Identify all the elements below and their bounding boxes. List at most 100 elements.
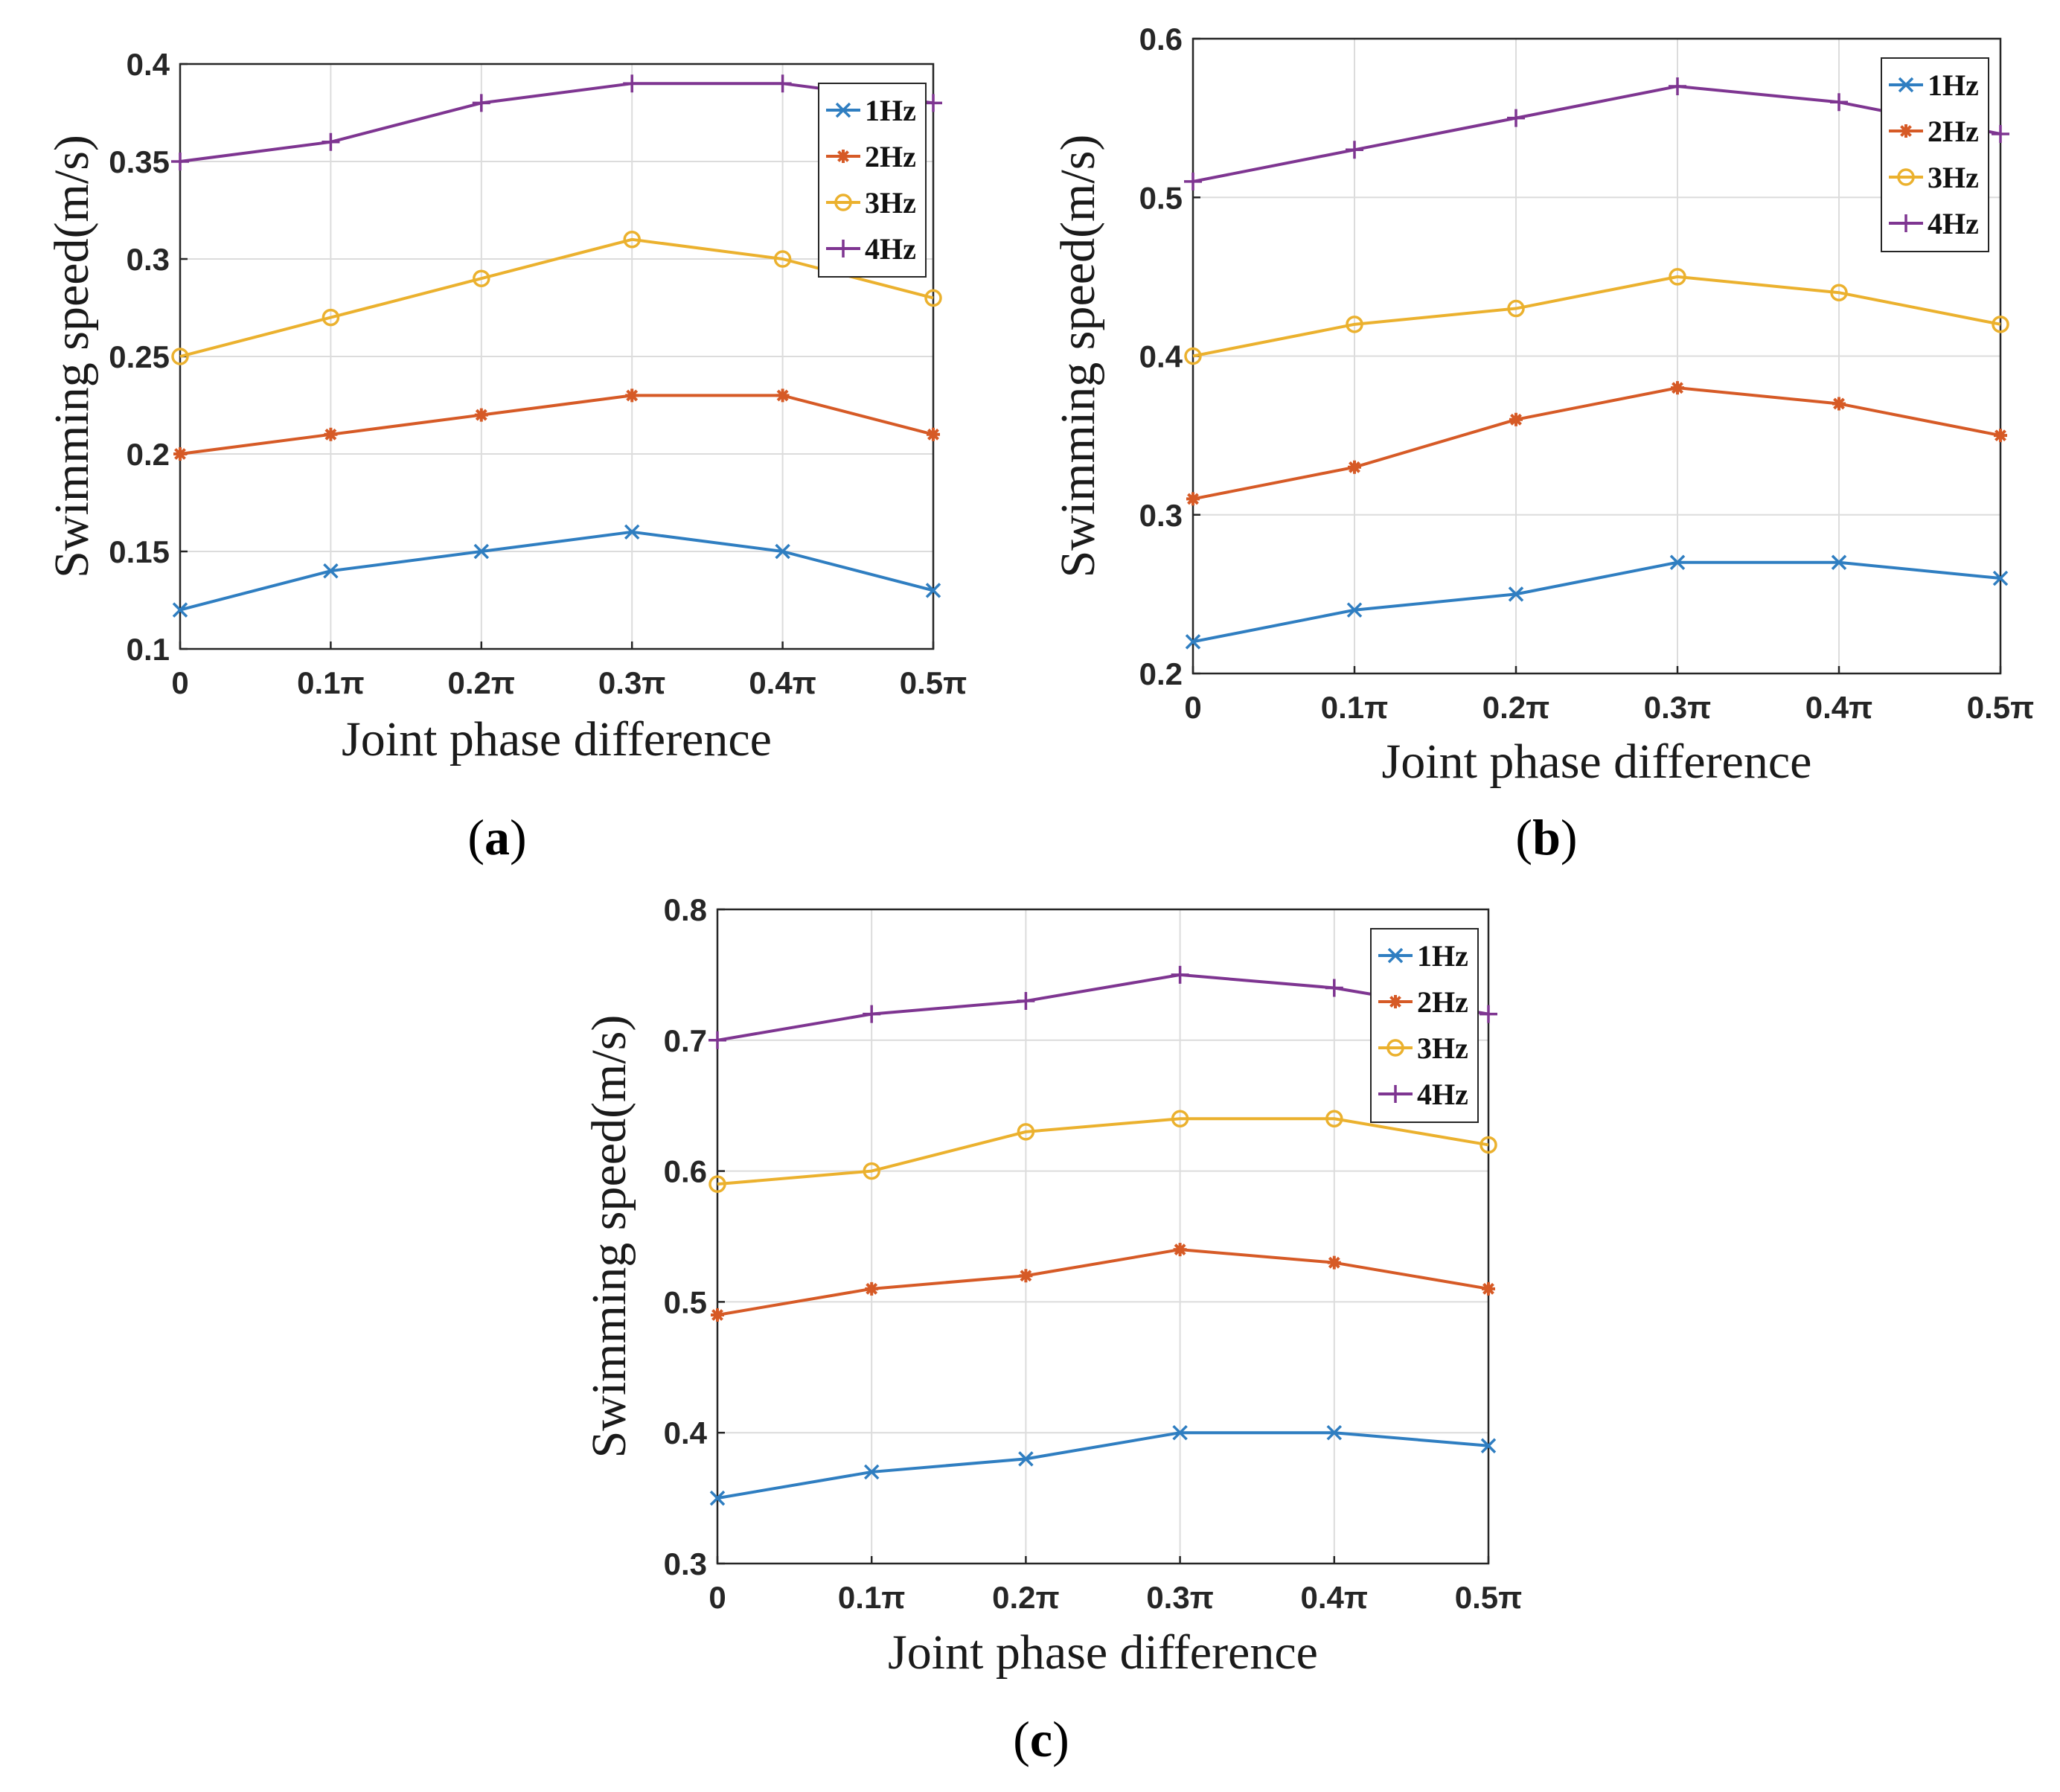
data-point xyxy=(472,94,490,112)
data-point xyxy=(1184,172,1202,191)
legend-entry: 2Hz xyxy=(1928,115,1979,148)
data-point xyxy=(1325,1110,1343,1128)
panel-label: (a) xyxy=(467,809,526,865)
y-tick-label: 0.5 xyxy=(664,1284,707,1319)
y-tick-label: 0.4 xyxy=(664,1415,708,1450)
axes-frame xyxy=(716,908,1490,1565)
y-tick-label: 0.7 xyxy=(664,1023,707,1058)
data-point xyxy=(1992,316,2009,333)
data-point xyxy=(473,269,490,287)
data-point xyxy=(925,583,941,598)
x-axis-title: Joint phase difference xyxy=(342,712,772,767)
data-point xyxy=(1509,412,1523,426)
data-point xyxy=(322,132,340,151)
series-2Hz xyxy=(173,388,940,461)
data-point xyxy=(1669,77,1686,95)
series-line xyxy=(179,237,934,358)
data-point xyxy=(1184,347,1202,365)
data-point xyxy=(1994,429,2007,443)
data-point xyxy=(1669,554,1686,570)
series-line xyxy=(179,82,934,163)
data-point xyxy=(708,1031,726,1049)
y-tick-label: 0.6 xyxy=(1139,22,1183,57)
legend-entry: 3Hz xyxy=(1928,161,1979,194)
x-axis-title: Joint phase difference xyxy=(1382,735,1812,789)
data-point xyxy=(924,94,942,112)
data-point xyxy=(474,408,488,422)
series-line xyxy=(1192,560,2001,644)
series-line xyxy=(1192,84,2001,183)
series-1Hz xyxy=(1185,554,2009,650)
series-3Hz xyxy=(171,231,942,365)
data-point xyxy=(1017,1123,1035,1141)
series-line xyxy=(179,530,934,612)
series-line xyxy=(717,1248,1489,1316)
y-tick-label: 0.5 xyxy=(1139,180,1183,215)
legend-entry: 4Hz xyxy=(1417,1078,1468,1111)
legend-swatch-marker xyxy=(834,193,852,211)
chart-panel-b: 0.2 0.3 0.4 0.5 0.6 0 0.1π 0.2π 0.3π 0.4π 0.5π Join… xyxy=(1051,22,2034,865)
y-tick-label: 0.3 xyxy=(664,1546,707,1581)
series-2Hz xyxy=(711,1243,1495,1322)
x-tick-label: 0.5π xyxy=(1455,1580,1523,1615)
data-point xyxy=(924,289,942,307)
legend-swatch-marker xyxy=(834,240,852,257)
data-point xyxy=(624,524,640,540)
data-point xyxy=(1018,1451,1034,1467)
data-point xyxy=(1186,492,1200,506)
data-point xyxy=(775,543,790,560)
panel-label: (b) xyxy=(1515,809,1577,865)
data-point xyxy=(171,153,189,170)
data-point xyxy=(1671,381,1684,395)
legend-swatch-marker xyxy=(1898,77,1914,93)
data-point xyxy=(324,427,338,441)
y-tick-label: 0.4 xyxy=(127,47,170,82)
data-point xyxy=(708,1175,726,1193)
x-tick-label: 0.3π xyxy=(1644,690,1712,725)
data-point xyxy=(1171,965,1189,984)
data-point xyxy=(1832,397,1846,411)
series-line xyxy=(1192,386,2001,501)
data-point xyxy=(625,388,639,403)
data-point xyxy=(1346,602,1363,618)
legend-entry: 1Hz xyxy=(1417,939,1468,973)
y-tick-label: 0.2 xyxy=(127,437,170,472)
series-line xyxy=(179,394,934,455)
legend-swatch-marker xyxy=(1897,168,1915,186)
legend-entry: 2Hz xyxy=(1417,985,1468,1019)
data-point xyxy=(1508,586,1524,602)
y-tick-label: 0.6 xyxy=(664,1154,707,1189)
series-line xyxy=(717,1431,1489,1500)
data-point xyxy=(775,388,790,403)
x-tick-label: 0.4π xyxy=(1301,1580,1369,1615)
legend-entry: 4Hz xyxy=(1928,207,1979,240)
data-point xyxy=(1482,1281,1495,1296)
panel-label: (c) xyxy=(1013,1711,1069,1767)
x-tick-label: 0.1π xyxy=(297,665,365,700)
data-point xyxy=(1830,93,1848,112)
data-point xyxy=(865,1281,879,1296)
data-point xyxy=(773,74,792,93)
x-tick-label: 0.3π xyxy=(1146,1580,1214,1615)
series-line xyxy=(717,973,1489,1042)
data-point xyxy=(173,447,187,461)
y-axis-title: Swimming speed(m/s) xyxy=(45,135,99,578)
series-line xyxy=(717,1117,1489,1186)
data-point xyxy=(863,1464,880,1480)
data-point xyxy=(1480,1005,1497,1023)
x-tick-label: 0.3π xyxy=(598,665,666,700)
legend-swatch-marker xyxy=(1387,947,1404,964)
data-point xyxy=(1017,992,1035,1011)
data-point xyxy=(711,1308,724,1322)
legend-swatch-marker xyxy=(1897,214,1915,232)
y-axis-title: Swimming speed(m/s) xyxy=(1051,135,1105,578)
data-point xyxy=(323,563,339,579)
series-2Hz xyxy=(1186,381,2007,506)
data-point xyxy=(1172,1424,1188,1441)
series-4Hz xyxy=(171,74,942,170)
x-tick-label: 0.1π xyxy=(838,1580,906,1615)
legend-swatch-marker xyxy=(1899,124,1913,138)
data-point xyxy=(1992,124,2009,143)
x-tick-label: 0.5π xyxy=(900,665,967,700)
